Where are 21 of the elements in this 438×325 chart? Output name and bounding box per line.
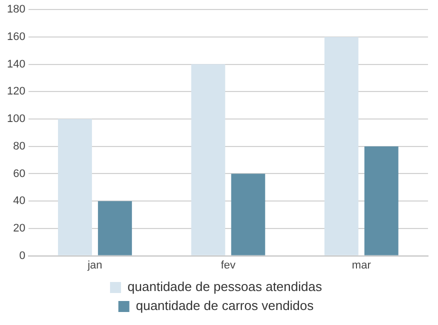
bar bbox=[98, 201, 132, 256]
bar bbox=[191, 64, 226, 256]
y-tick-label: 20 bbox=[13, 222, 26, 234]
legend-label: quantidade de carros vendidos bbox=[136, 298, 314, 314]
y-tick-label: 120 bbox=[6, 86, 26, 98]
x-tick-label: fev bbox=[220, 259, 236, 272]
y-tick-label: 60 bbox=[13, 168, 26, 180]
bar bbox=[58, 119, 92, 256]
y-tick-label: 140 bbox=[6, 58, 26, 70]
bar bbox=[324, 36, 358, 256]
y-tick-label: 40 bbox=[13, 195, 26, 208]
y-tick-label: 0 bbox=[19, 250, 26, 262]
x-tick-label: jan bbox=[86, 259, 102, 272]
legend-label: quantidade de pessoas atendidas bbox=[128, 279, 322, 294]
x-tick-label: mar bbox=[352, 259, 372, 272]
y-tick-label: 100 bbox=[6, 113, 26, 126]
bar bbox=[364, 146, 398, 256]
y-tick-label: 180 bbox=[6, 4, 26, 16]
bar bbox=[231, 174, 266, 256]
y-tick-label: 160 bbox=[6, 30, 26, 43]
y-tick-label: 80 bbox=[13, 140, 26, 152]
